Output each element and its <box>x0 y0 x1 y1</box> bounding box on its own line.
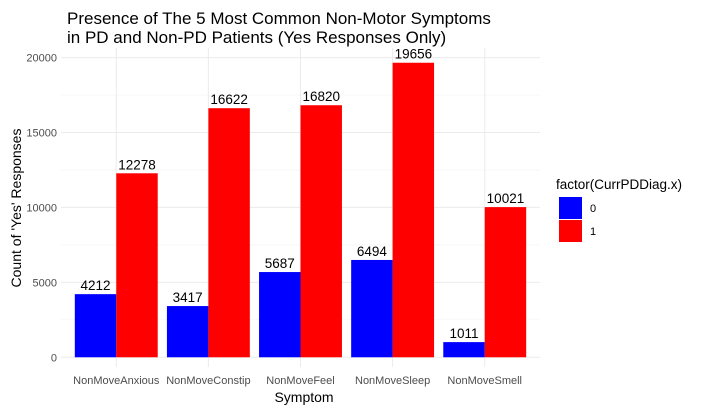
bar-NonMoveConstip-series-0 <box>166 306 209 358</box>
bar-NonMoveSleep-series-1 <box>392 62 435 358</box>
chart-title-line-2: in PD and Non-PD Patients (Yes Responses… <box>67 28 446 47</box>
bar-NonMoveSmell-series-1 <box>484 207 527 358</box>
data-label: 10021 <box>487 191 525 206</box>
legend-key-0 <box>559 197 582 219</box>
data-label: 12278 <box>118 157 156 172</box>
x-axis-ticks: NonMoveAnxious NonMoveConstip NonMoveFeel N… <box>73 375 522 387</box>
bar-NonMoveFeel-series-0 <box>259 272 301 358</box>
data-label: 6494 <box>357 244 388 259</box>
data-label: 16820 <box>302 89 340 104</box>
data-label: 3417 <box>173 290 203 305</box>
legend-title: factor(CurrPDDiag.x) <box>556 177 682 192</box>
y-tick-label: 10000 <box>26 202 57 214</box>
x-tick-label: NonMoveFeel <box>266 375 334 387</box>
data-label: 16622 <box>210 92 248 107</box>
data-label: 19656 <box>395 47 433 62</box>
y-axis-title: Count of 'Yes' Responses <box>8 129 24 288</box>
x-tick-label: NonMoveConstip <box>166 375 250 387</box>
legend-label: 1 <box>590 226 596 238</box>
y-axis-ticks: 0 5000 10000 15000 20000 <box>26 53 57 365</box>
data-label: 4212 <box>81 278 111 293</box>
x-tick-label: NonMoveSmell <box>447 375 522 387</box>
bars <box>74 62 527 358</box>
legend-label: 0 <box>590 203 596 215</box>
chart-title-line-1: Presence of The 5 Most Common Non-Motor … <box>67 9 491 28</box>
y-tick-label: 20000 <box>26 53 57 65</box>
bar-NonMoveSleep-series-0 <box>351 259 393 358</box>
bar-NonMoveConstip-series-1 <box>208 108 250 358</box>
data-label: 1011 <box>449 326 478 341</box>
bar-NonMoveAnxious-series-1 <box>116 173 158 358</box>
data-labels: 4212 3417 5687 6494 1011 12278 16622 16820 19656… <box>81 47 525 341</box>
bar-NonMoveAnxious-series-0 <box>74 294 117 358</box>
y-tick-label: 15000 <box>26 128 57 140</box>
x-axis-title: Symptom <box>274 389 333 405</box>
legend-key-1 <box>559 220 582 242</box>
y-tick-label: 5000 <box>33 277 57 289</box>
bar-NonMoveFeel-series-1 <box>300 105 342 358</box>
legend: factor(CurrPDDiag.x) 0 1 <box>556 177 682 242</box>
bar-NonMoveSmell-series-0 <box>443 342 485 358</box>
x-tick-label: NonMoveAnxious <box>73 375 160 387</box>
data-label: 5687 <box>265 256 295 271</box>
x-tick-label: NonMoveSleep <box>355 375 430 387</box>
y-tick-label: 0 <box>51 352 57 364</box>
